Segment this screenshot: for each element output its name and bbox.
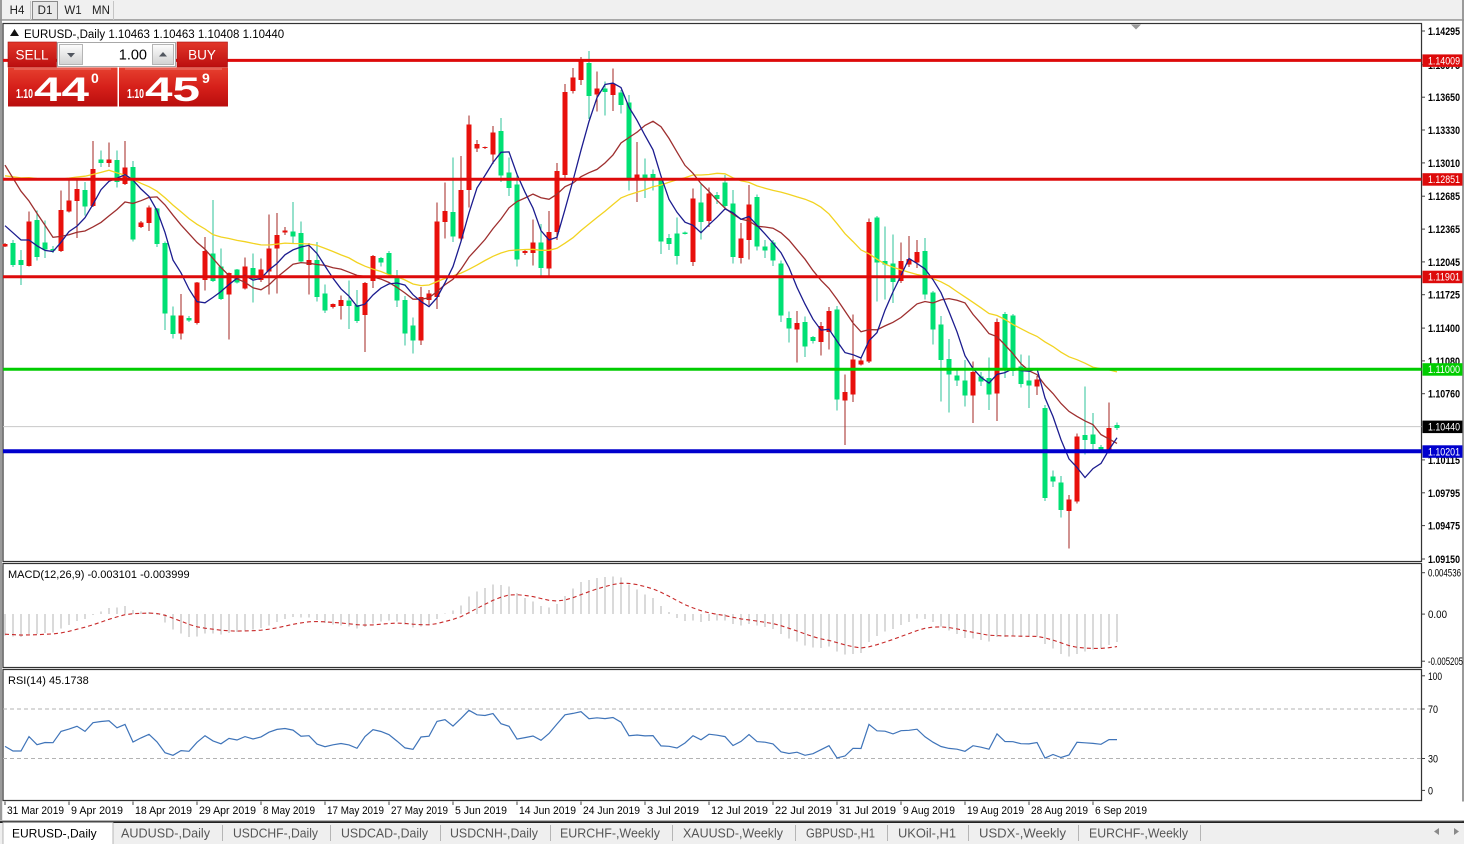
- svg-text:0.004536: 0.004536: [1428, 568, 1461, 580]
- svg-text:AUDUSD-,Daily: AUDUSD-,Daily: [121, 827, 211, 841]
- svg-text:0.00: 0.00: [1428, 609, 1447, 621]
- svg-text:1.09475: 1.09475: [1428, 521, 1460, 533]
- svg-text:USDCHF-,Daily: USDCHF-,Daily: [233, 827, 319, 841]
- svg-text:3 Jul 2019: 3 Jul 2019: [647, 805, 699, 817]
- svg-text:1.09150: 1.09150: [1428, 554, 1460, 566]
- svg-text:1.00: 1.00: [119, 48, 147, 64]
- svg-text:29 Apr 2019: 29 Apr 2019: [199, 805, 256, 817]
- svg-text:1.10115: 1.10115: [1428, 455, 1460, 467]
- svg-text:44: 44: [34, 71, 89, 109]
- svg-text:30: 30: [1428, 754, 1438, 766]
- svg-text:1.10: 1.10: [127, 87, 144, 101]
- svg-text:RSI(14) 45.1738: RSI(14) 45.1738: [8, 675, 89, 687]
- svg-text:1.10440: 1.10440: [1428, 422, 1460, 434]
- svg-text:USDX-,Weekly: USDX-,Weekly: [979, 827, 1067, 841]
- svg-text:EURUSD-,Daily: EURUSD-,Daily: [12, 827, 97, 841]
- svg-text:45: 45: [145, 71, 200, 109]
- svg-text:14 Jun 2019: 14 Jun 2019: [519, 805, 576, 817]
- svg-text:22 Jul 2019: 22 Jul 2019: [775, 805, 832, 817]
- svg-text:1.13330: 1.13330: [1428, 125, 1460, 137]
- svg-text:W1: W1: [64, 5, 81, 17]
- svg-text:USDCNH-,Daily: USDCNH-,Daily: [450, 827, 539, 841]
- svg-text:1.14295: 1.14295: [1428, 26, 1460, 38]
- svg-text:1.09795: 1.09795: [1428, 488, 1460, 500]
- svg-text:MACD(12,26,9) -0.003101 -0.003: MACD(12,26,9) -0.003101 -0.003999: [8, 569, 190, 581]
- svg-text:6 Sep 2019: 6 Sep 2019: [1095, 805, 1147, 817]
- svg-text:0: 0: [91, 70, 99, 86]
- svg-text:5 Jun 2019: 5 Jun 2019: [455, 805, 507, 817]
- svg-text:1.13650: 1.13650: [1428, 92, 1460, 104]
- svg-text:1.11400: 1.11400: [1428, 323, 1460, 335]
- svg-text:UKOil-,H1: UKOil-,H1: [898, 827, 956, 841]
- svg-text:BUY: BUY: [188, 48, 216, 63]
- svg-text:100: 100: [1428, 671, 1442, 683]
- svg-text:EURUSD-,Daily 1.10463 1.10463: EURUSD-,Daily 1.10463 1.10463 1.10408 1.…: [24, 29, 284, 41]
- svg-text:9 Apr 2019: 9 Apr 2019: [71, 805, 123, 817]
- svg-text:70: 70: [1428, 704, 1438, 716]
- svg-text:0: 0: [1428, 785, 1433, 797]
- svg-text:1.12045: 1.12045: [1428, 257, 1460, 269]
- svg-text:1.11000: 1.11000: [1428, 364, 1460, 376]
- svg-text:EURCHF-,Weekly: EURCHF-,Weekly: [560, 827, 661, 841]
- svg-text:1.14009: 1.14009: [1428, 55, 1460, 67]
- svg-text:1.13010: 1.13010: [1428, 158, 1460, 170]
- svg-text:XAUUSD-,Weekly: XAUUSD-,Weekly: [683, 827, 784, 841]
- svg-text:27 May 2019: 27 May 2019: [391, 805, 448, 817]
- svg-text:D1: D1: [38, 5, 53, 17]
- svg-text:SELL: SELL: [15, 48, 49, 63]
- svg-text:1.12851: 1.12851: [1428, 174, 1460, 186]
- svg-text:EURCHF-,Weekly: EURCHF-,Weekly: [1089, 827, 1189, 841]
- svg-text:12 Jul 2019: 12 Jul 2019: [711, 805, 768, 817]
- svg-text:1.11901: 1.11901: [1428, 272, 1460, 284]
- svg-text:1.10201: 1.10201: [1428, 446, 1460, 458]
- svg-text:9 Aug 2019: 9 Aug 2019: [903, 805, 955, 817]
- svg-text:9: 9: [202, 70, 210, 86]
- svg-text:31 Jul 2019: 31 Jul 2019: [839, 805, 896, 817]
- svg-text:-0.005205: -0.005205: [1428, 656, 1463, 668]
- svg-text:1.11725: 1.11725: [1428, 290, 1460, 302]
- svg-text:24 Jun 2019: 24 Jun 2019: [583, 805, 640, 817]
- svg-text:19 Aug 2019: 19 Aug 2019: [967, 805, 1024, 817]
- svg-text:GBPUSD-,H1: GBPUSD-,H1: [806, 827, 875, 841]
- svg-text:17 May 2019: 17 May 2019: [327, 805, 384, 817]
- svg-text:31 Mar 2019: 31 Mar 2019: [7, 805, 64, 817]
- svg-text:1.10760: 1.10760: [1428, 389, 1460, 401]
- svg-text:USDCAD-,Daily: USDCAD-,Daily: [341, 827, 429, 841]
- svg-text:28 Aug 2019: 28 Aug 2019: [1031, 805, 1088, 817]
- svg-text:H4: H4: [10, 5, 25, 17]
- svg-text:1.12365: 1.12365: [1428, 224, 1460, 236]
- svg-text:1.12685: 1.12685: [1428, 191, 1460, 203]
- svg-text:MN: MN: [92, 5, 110, 17]
- svg-text:18 Apr 2019: 18 Apr 2019: [135, 805, 192, 817]
- svg-text:1.10: 1.10: [16, 87, 33, 101]
- svg-text:8 May 2019: 8 May 2019: [263, 805, 315, 817]
